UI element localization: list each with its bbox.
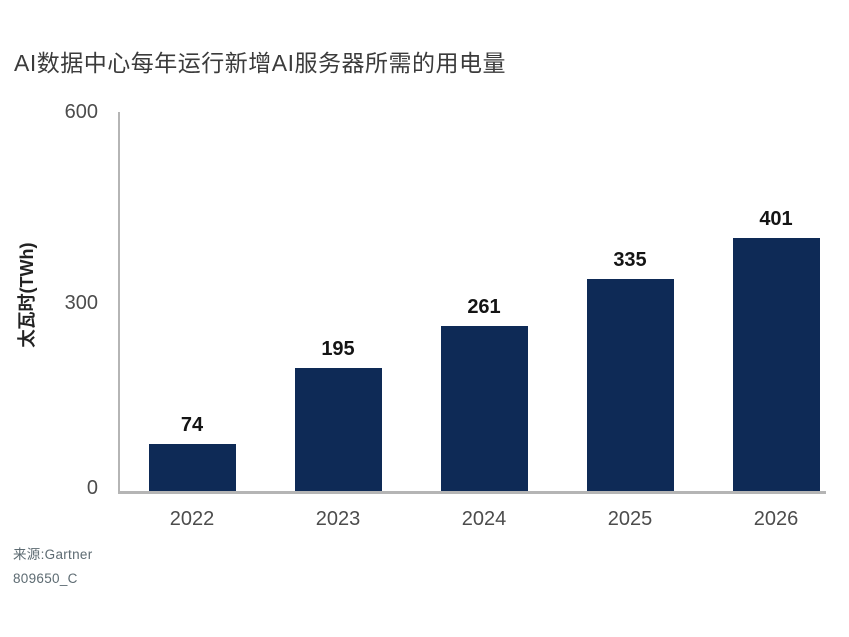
bar-value-2022: 74 [180,414,204,436]
y-tick-600: 600 [64,101,98,123]
bar-2026 [732,238,820,491]
x-tick-2023: 2023 [315,508,361,530]
y-axis-line [118,112,120,493]
figure-code-label: 809650_C [13,571,78,586]
x-tick-2024: 2024 [461,508,507,530]
bar-2024 [440,326,528,491]
y-axis-label: 太瓦时(TWh) [17,242,37,348]
x-tick-2025: 2025 [607,508,653,530]
bar-value-2023: 195 [321,338,355,360]
chart-title: AI数据中心每年运行新增AI服务器所需的用电量 [14,50,506,76]
bar-value-2024: 261 [467,296,501,318]
bar-2022 [148,444,236,491]
x-tick-2022: 2022 [169,508,215,530]
x-axis-line [118,491,826,494]
bar-value-2026: 401 [759,208,793,230]
x-tick-2026: 2026 [753,508,799,530]
bar-2023 [294,368,382,491]
y-tick-300: 300 [64,292,98,314]
bar-value-2025: 335 [613,249,647,271]
y-tick-0: 0 [86,477,98,499]
bar-2025 [586,279,674,491]
source-label: 来源:Gartner [13,547,93,562]
